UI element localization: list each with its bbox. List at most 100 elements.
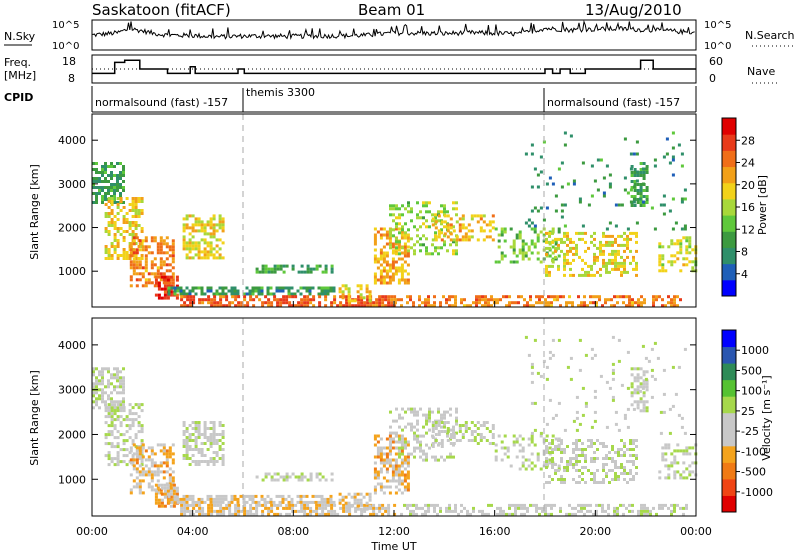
scatter-cell <box>194 220 198 224</box>
scatter-cell <box>412 503 415 507</box>
scatter-cell <box>400 461 404 465</box>
scatter-cell <box>296 289 300 293</box>
scatter-cell <box>333 298 337 302</box>
scatter-cell <box>611 249 614 253</box>
scatter-cell <box>551 439 554 442</box>
scatter-cell <box>368 495 372 499</box>
scatter-cell <box>616 509 619 513</box>
scatter-cell <box>368 504 372 508</box>
scatter-cell <box>144 284 148 288</box>
scatter-cell <box>267 472 271 476</box>
scatter-cell <box>623 176 627 180</box>
scatter-cell <box>487 304 490 308</box>
scatter-cell <box>138 452 142 456</box>
scatter-cell <box>622 295 625 299</box>
scatter-cell <box>440 204 443 208</box>
scatter-cell <box>373 473 377 477</box>
scatter-cell <box>614 252 617 256</box>
scatter-cell <box>362 495 366 499</box>
scatter-cell <box>680 200 684 204</box>
scatter-cell <box>668 209 672 213</box>
scatter-cell <box>327 512 331 516</box>
scatter-cell <box>218 214 222 218</box>
scatter-cell <box>688 242 692 246</box>
scatter-cell <box>440 455 443 459</box>
scatter-cell <box>601 304 604 308</box>
scatter-cell <box>218 247 222 251</box>
scatter-cell <box>611 258 614 262</box>
scatter-cell <box>138 266 142 270</box>
scatter-cell <box>440 222 443 226</box>
scatter-cell <box>520 295 523 299</box>
scatter-cell <box>356 498 360 502</box>
scatter-cell <box>119 391 122 395</box>
scatter-cell <box>137 215 141 218</box>
scatter-cell <box>639 201 643 204</box>
scatter-cell <box>389 452 392 456</box>
scatter-cell <box>140 242 144 245</box>
scatter-cell <box>636 189 640 192</box>
scatter-cell <box>278 500 282 504</box>
scatter-cell <box>154 483 158 487</box>
scatter-cell <box>607 298 610 302</box>
scatter-cell <box>382 260 386 264</box>
scatter-cell <box>110 457 114 461</box>
scatter-cell <box>171 251 175 255</box>
scatter-cell <box>632 185 636 189</box>
scatter-cell <box>395 431 398 435</box>
scatter-cell <box>434 455 437 459</box>
scatter-cell <box>221 460 225 463</box>
scatter-cell <box>563 224 567 228</box>
scatter-cell <box>635 231 638 235</box>
scatter-cell <box>318 472 322 476</box>
scatter-cell <box>138 242 142 246</box>
scatter-cell <box>409 512 412 516</box>
scatter-cell <box>419 237 422 241</box>
scatter-cell <box>544 509 547 513</box>
scatter-cell <box>272 500 276 504</box>
scatter-cell <box>222 304 226 308</box>
scatter-cell <box>173 289 177 293</box>
scatter-cell <box>620 448 623 451</box>
scatter-cell <box>363 503 367 507</box>
scatter-cell <box>198 298 202 302</box>
scatter-cell <box>212 463 216 466</box>
scatter-cell <box>568 295 571 299</box>
scatter-cell <box>661 503 664 507</box>
scatter-cell <box>140 403 144 407</box>
scatter-cell <box>192 301 196 305</box>
scatter-cell <box>479 436 483 439</box>
scatter-cell <box>110 415 114 419</box>
scatter-cell <box>379 236 383 240</box>
scatter-cell <box>630 382 634 386</box>
scatter-cell <box>572 448 575 451</box>
scatter-cell <box>150 272 154 276</box>
scatter-cell <box>437 229 441 233</box>
scatter-cell <box>137 406 141 410</box>
scatter-cell <box>107 382 110 386</box>
scatter-cell <box>119 415 123 419</box>
scatter-cell <box>163 489 167 493</box>
scatter-cell <box>413 243 416 247</box>
scatter-cell <box>345 503 349 507</box>
scatter-cell <box>547 301 550 305</box>
scatter-cell <box>140 430 144 434</box>
scatter-cell <box>682 236 686 240</box>
scatter-cell <box>365 507 369 511</box>
scatter-cell <box>388 275 392 279</box>
scatter-cell <box>246 509 250 513</box>
scatter-cell <box>683 188 687 192</box>
scatter-cell <box>246 512 250 516</box>
scatter-cell <box>422 449 425 453</box>
scatter-cell <box>650 368 654 372</box>
scatter-cell <box>159 278 163 282</box>
scatter-cell <box>141 272 145 276</box>
scatter-cell <box>530 380 534 384</box>
scatter-cell <box>157 284 161 288</box>
scatter-cell <box>107 206 111 209</box>
scatter-cell <box>401 452 404 456</box>
scatter-cell <box>186 295 190 299</box>
scatter-cell <box>614 264 617 268</box>
scatter-cell <box>113 424 117 428</box>
scatter-cell <box>569 246 572 250</box>
